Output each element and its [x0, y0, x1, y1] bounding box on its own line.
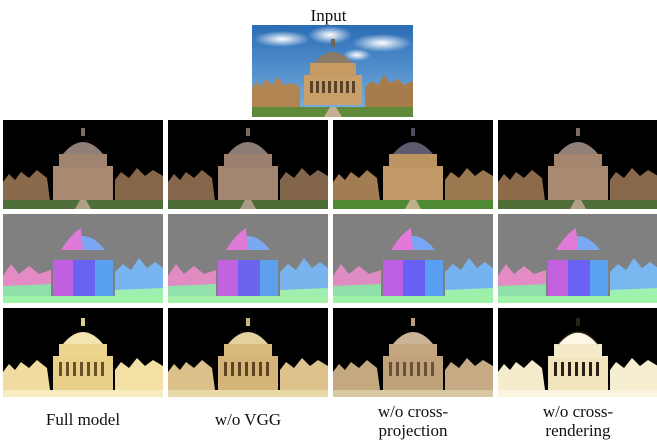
caption-line: Full model	[45, 410, 121, 429]
full-model-reconstruction	[3, 120, 163, 209]
caption-line: w/o cross-	[542, 402, 614, 421]
column-captions: Full model w/o VGG w/o cross- projection…	[3, 400, 654, 442]
results-grid	[3, 120, 657, 397]
wo-cross-rendering-normal	[498, 214, 657, 303]
caption-full-model: Full model	[1, 410, 165, 429]
full-model-normal	[3, 214, 163, 303]
full-model-albedo	[3, 308, 163, 397]
wo-cross-rendering-albedo	[498, 308, 657, 397]
caption-line: w/o cross-	[377, 402, 449, 421]
wo-vgg-albedo	[168, 308, 328, 397]
wo-vgg-reconstruction	[168, 120, 328, 209]
caption-line: w/o VGG	[214, 410, 282, 429]
input-label: Input	[310, 6, 347, 25]
wo-cross-rendering-reconstruction	[498, 120, 657, 209]
caption-wo-vgg: w/o VGG	[166, 410, 330, 429]
wo-cross-projection-reconstruction	[333, 120, 493, 209]
caption-wo-cross-projection: w/o cross- projection	[331, 402, 495, 440]
caption-wo-cross-rendering: w/o cross- rendering	[496, 402, 657, 440]
wo-cross-projection-albedo	[333, 308, 493, 397]
wo-vgg-normal	[168, 214, 328, 303]
caption-line: rendering	[545, 421, 611, 440]
caption-line: projection	[378, 421, 448, 440]
wo-cross-projection-normal	[333, 214, 493, 303]
input-photo	[252, 25, 413, 117]
